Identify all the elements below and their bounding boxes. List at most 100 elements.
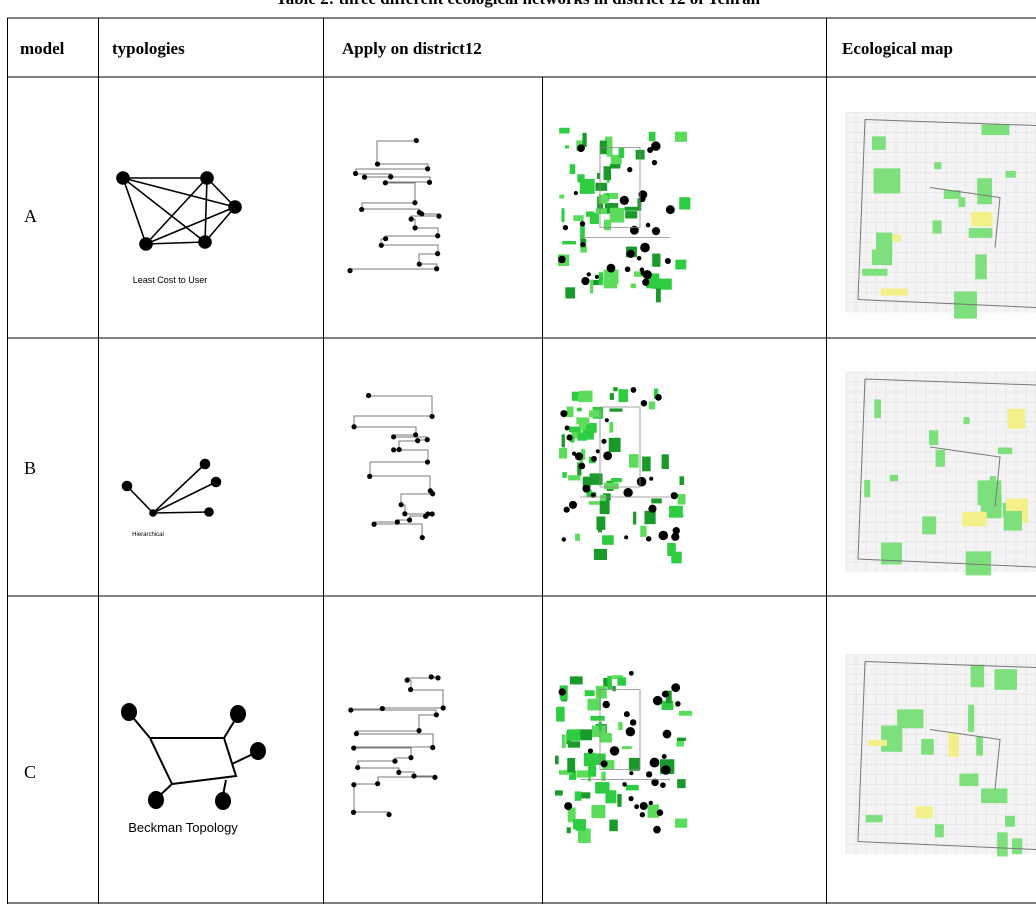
map-shape (649, 402, 655, 410)
map-shape (679, 197, 690, 209)
typology-caption: Least Cost to User (133, 275, 208, 285)
map-shape (562, 208, 565, 222)
network-node (375, 161, 380, 166)
map-shape (650, 758, 660, 768)
network-node (380, 706, 385, 711)
map-shape (595, 782, 609, 793)
map-shape (609, 820, 617, 832)
network-node (425, 437, 430, 442)
network-node (351, 424, 356, 429)
map-shape (570, 676, 583, 684)
map-shape (915, 806, 932, 818)
map-shape (962, 512, 986, 527)
map-shape (874, 168, 901, 193)
page: Table 2: three different ecological netw… (0, 0, 1036, 904)
map-shape (601, 439, 606, 444)
map-shape (591, 456, 597, 462)
map-images (347, 113, 1036, 857)
map-shape (559, 195, 564, 199)
map-shape (607, 143, 613, 157)
map-shape (566, 434, 572, 440)
map-shape (567, 758, 575, 772)
network-node (430, 745, 435, 750)
map-shape (626, 785, 639, 790)
map-shape (585, 690, 595, 696)
map-shape (998, 447, 1012, 454)
network-node (425, 459, 430, 464)
map-shape (609, 408, 622, 411)
network-node (354, 731, 359, 736)
map-shape (662, 454, 669, 469)
map-shape (652, 160, 657, 165)
map-shape (656, 288, 661, 302)
map-shape (607, 179, 610, 182)
map-shape (995, 669, 1017, 690)
network-line (350, 141, 439, 271)
map-shape (660, 782, 666, 788)
map-shape (936, 450, 945, 467)
network-node (351, 782, 356, 787)
network-node (405, 678, 410, 683)
network-node (396, 770, 401, 775)
map-shape (644, 511, 655, 524)
network-node (383, 236, 388, 241)
network-node (412, 225, 417, 230)
map-shape (652, 227, 660, 235)
map-shape (663, 730, 672, 739)
map-shape (610, 208, 624, 223)
network-node (413, 432, 418, 437)
network-node (423, 514, 428, 519)
map-shape (640, 802, 648, 810)
header-cell: Ecological map (842, 39, 953, 58)
map-shape (562, 734, 566, 748)
map-shape (874, 399, 881, 418)
map-shape (590, 716, 604, 721)
network-node (367, 474, 372, 479)
map-shape (652, 254, 660, 267)
network-node (415, 438, 420, 443)
network-sketch (347, 138, 441, 273)
map-shape (600, 495, 606, 501)
map-shape (642, 456, 651, 471)
map-shape (671, 492, 678, 499)
map-shape (959, 774, 978, 786)
map-shape (575, 534, 580, 541)
network-node (351, 745, 356, 750)
header-cell: typologies (112, 39, 185, 58)
map-shape (649, 801, 653, 805)
map-shape (1004, 511, 1022, 531)
network-node (427, 180, 432, 185)
map-shape (568, 741, 580, 747)
map-shape (977, 178, 992, 204)
network-node (355, 765, 360, 770)
map-shape (624, 711, 630, 717)
map-shape (866, 815, 883, 822)
map-shape (679, 711, 692, 716)
map-shape (862, 269, 887, 276)
map-shape (579, 463, 586, 470)
network-node (435, 233, 440, 238)
map-shape (564, 802, 572, 810)
map-shape (558, 256, 566, 264)
map-shape (610, 393, 614, 400)
network-node (397, 447, 402, 452)
map-shape (881, 289, 908, 296)
map-shape (591, 805, 605, 818)
map-shape (562, 472, 566, 478)
map-shape (642, 279, 649, 286)
map-shape (589, 501, 600, 505)
map-shape (555, 756, 559, 765)
network-node (441, 705, 446, 710)
map-shape (661, 765, 671, 775)
map-shape (586, 423, 597, 433)
network-node (434, 266, 439, 271)
network-node (420, 535, 425, 540)
map-shape (997, 832, 1008, 856)
map-shape (590, 280, 593, 294)
map-shape (1005, 816, 1015, 827)
typology-diagram (123, 460, 221, 517)
map-shape (675, 819, 687, 828)
network-node (402, 511, 407, 516)
map-shape (580, 247, 586, 253)
map-shape (573, 215, 583, 221)
